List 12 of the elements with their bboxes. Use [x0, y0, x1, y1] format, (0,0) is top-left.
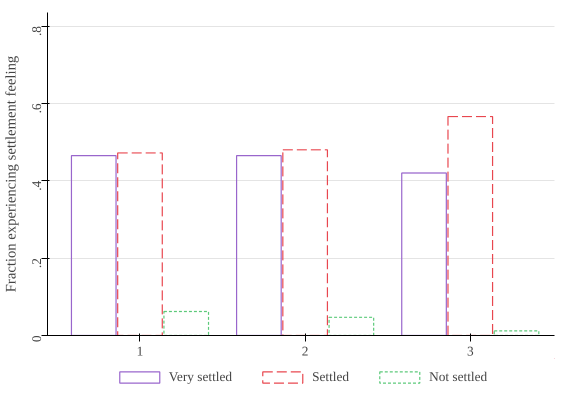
- x-tick-label: 3: [466, 344, 474, 358]
- y-tick-label: .4: [29, 180, 44, 191]
- y-tick-label: .2: [29, 258, 44, 268]
- x-tick-label: 1: [136, 344, 144, 358]
- y-axis-title: Fraction experiencing settlement feeling: [4, 55, 20, 292]
- y-tick-label: .8: [29, 26, 44, 36]
- y-tick-label: 0: [29, 335, 44, 342]
- legend-label: Very settled: [168, 369, 232, 385]
- x-tick-label: 2: [302, 344, 308, 358]
- y-tick-label: .6: [29, 103, 44, 114]
- legend-label: Not settled: [429, 369, 488, 385]
- legend-label: Settled: [312, 369, 350, 385]
